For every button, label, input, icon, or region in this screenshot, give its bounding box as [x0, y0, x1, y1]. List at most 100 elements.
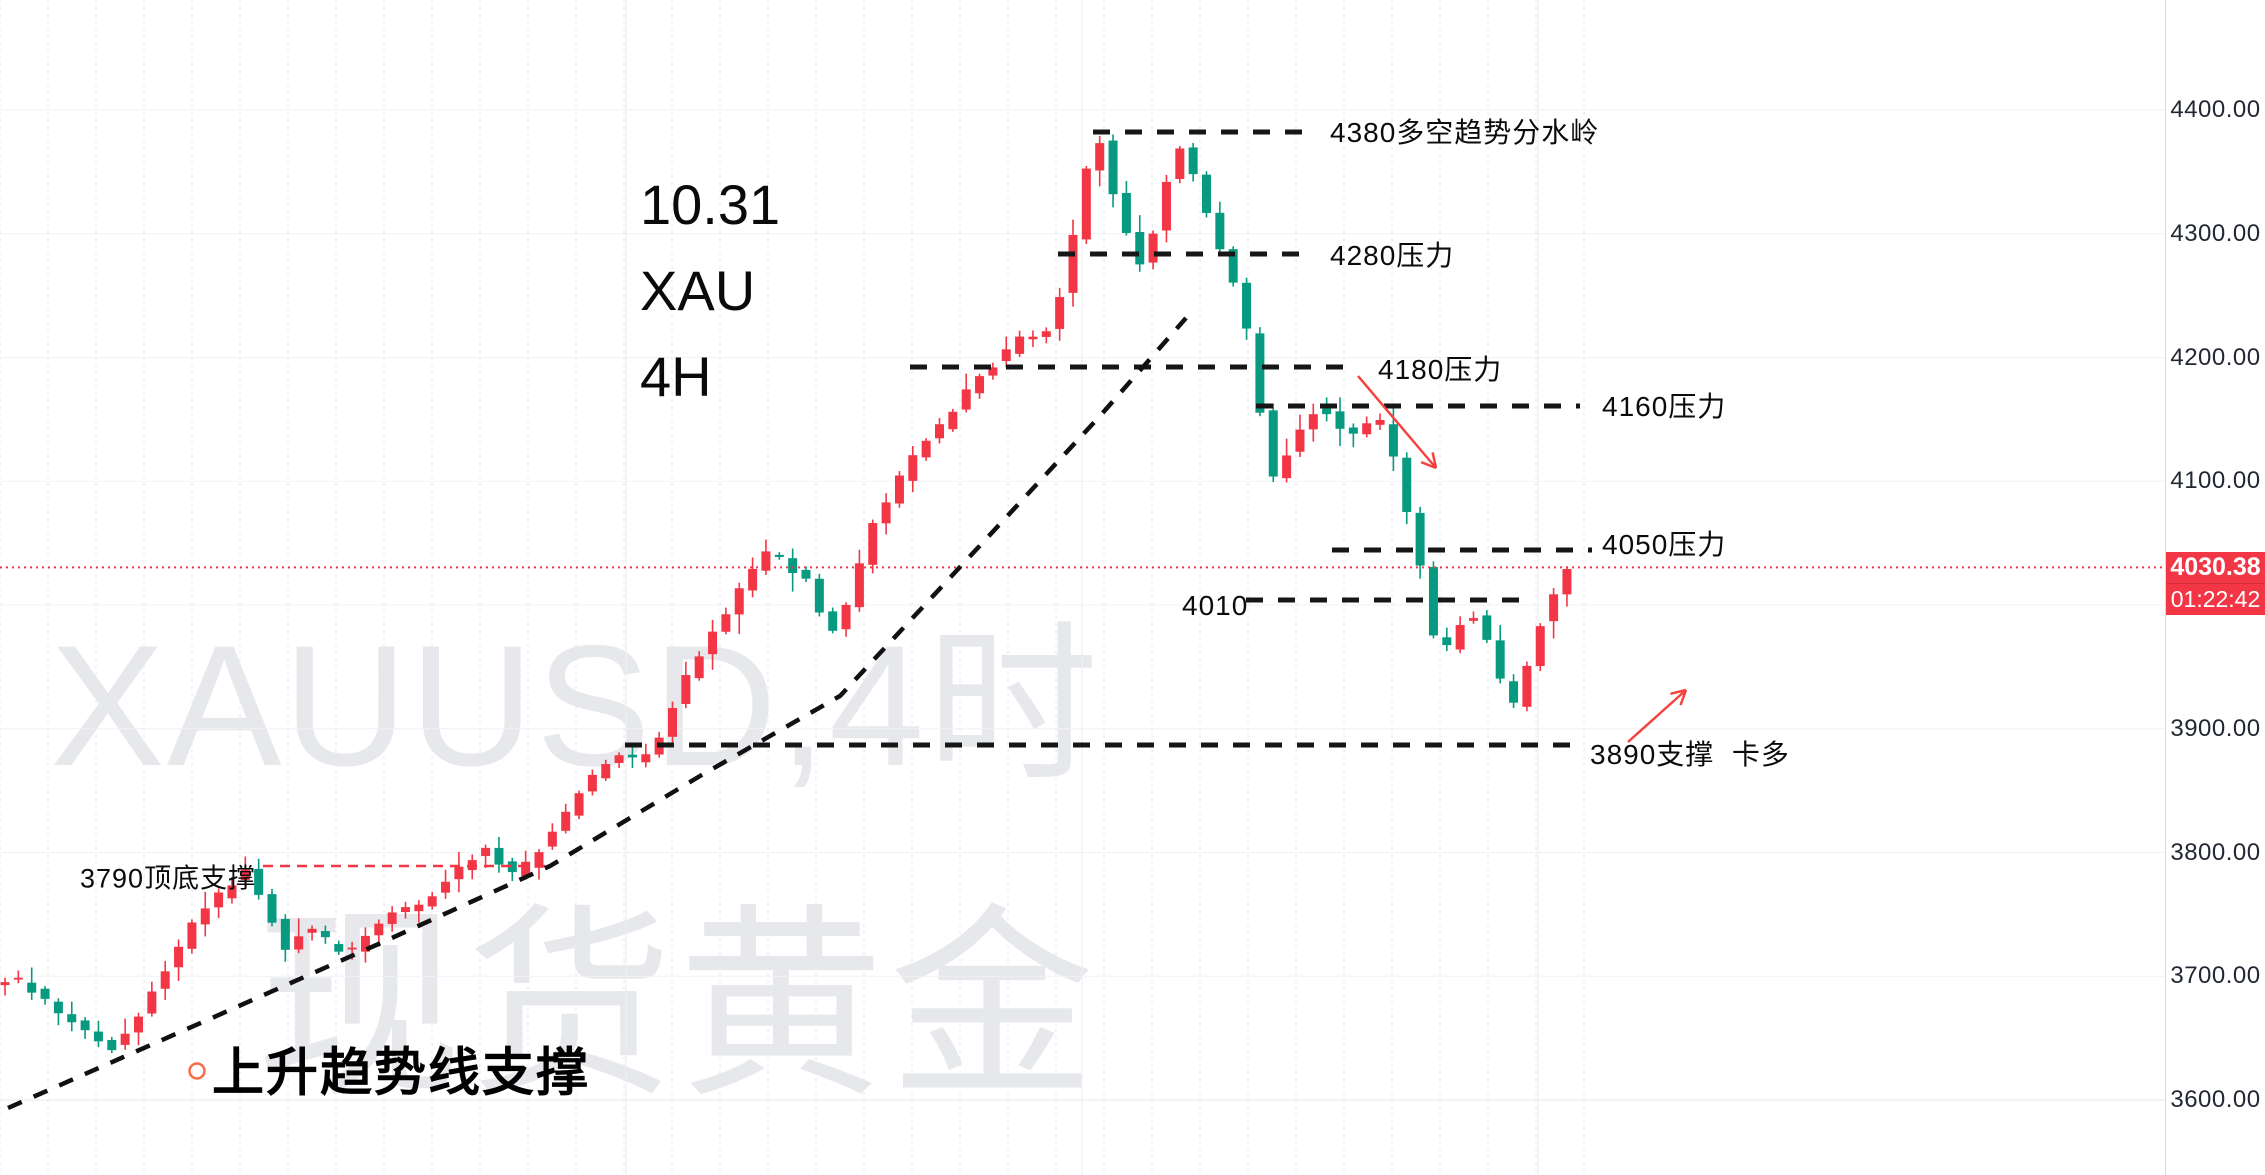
price-tick-4400: 4400.00 — [2170, 96, 2261, 123]
candle-body — [828, 611, 838, 631]
candle-body — [1322, 408, 1332, 415]
candle-body — [1242, 282, 1252, 329]
candle-body — [227, 885, 237, 899]
candle-body — [614, 755, 624, 763]
arrow-head-1 — [1670, 688, 1687, 696]
candle-body — [561, 811, 571, 831]
arrow-head-0 — [1431, 452, 1438, 469]
bar-countdown: 01:22:42 — [2166, 582, 2265, 615]
candle-body — [441, 881, 451, 893]
price-tick-3900: 3900.00 — [2170, 714, 2261, 742]
candle-body — [1175, 148, 1185, 179]
candle-body — [254, 868, 264, 895]
level-label-3890[interactable]: 3890支撑 卡多 — [1590, 739, 1790, 770]
candle-body — [67, 1014, 77, 1023]
candle-body — [1442, 637, 1452, 646]
candle-body — [1108, 140, 1118, 195]
candle-body — [134, 1016, 143, 1033]
candle-body — [1308, 414, 1318, 430]
candle-body — [107, 1040, 117, 1051]
candle-body — [1415, 512, 1425, 566]
candle-body — [761, 551, 771, 571]
level-label-4380[interactable]: 4380多空趋势分水岭 — [1330, 117, 1600, 148]
candle-body — [1388, 424, 1398, 457]
candle-body — [1335, 411, 1345, 429]
watermark-brand: 现货黄金 — [256, 891, 1101, 1121]
candle-body — [320, 931, 330, 938]
candle-body — [1268, 410, 1278, 477]
candle-body — [1535, 626, 1545, 667]
arrow-head-1 — [1679, 689, 1688, 706]
arrow-shaft-1[interactable] — [1627, 689, 1687, 743]
price-tick-4200: 4200.00 — [2170, 343, 2261, 371]
candle-body — [534, 852, 544, 868]
candle-body — [507, 861, 517, 873]
price-tick-4300: 4300.00 — [2170, 219, 2261, 247]
candle-body — [1348, 427, 1358, 434]
candle-body — [547, 831, 557, 847]
candle-body — [1428, 566, 1438, 636]
annotation-title-block[interactable]: 10.31 XAU 4H — [640, 162, 780, 420]
annotation-timeframe[interactable]: 4H — [640, 345, 712, 408]
candle-body — [1228, 249, 1238, 283]
candle-body — [694, 656, 704, 679]
candle-body — [1148, 233, 1158, 263]
candle-body — [1455, 625, 1465, 650]
price-tick-3800: 3800.00 — [2170, 838, 2261, 866]
candle-body — [1362, 423, 1372, 435]
candle-body — [921, 440, 931, 458]
level-label-3790[interactable]: 3790顶底支撑 — [80, 863, 257, 894]
candle-body — [1562, 569, 1572, 595]
last-price-value: 4030.38 — [2170, 552, 2261, 581]
candle-body — [147, 991, 157, 1014]
candle-body — [774, 554, 784, 557]
price-tick-4100: 4100.00 — [2170, 467, 2261, 495]
candle-body — [187, 922, 197, 949]
level-label-4050[interactable]: 4050压力 — [1602, 529, 1727, 560]
candle-body — [908, 455, 918, 481]
candle-body — [627, 754, 637, 758]
watermark-symbol: XAUUSD,4时 — [50, 610, 1101, 802]
candle-body — [748, 568, 758, 591]
candle-body — [414, 904, 424, 912]
candle-body — [734, 588, 744, 615]
candle-body — [27, 982, 37, 993]
price-axis[interactable]: 4400.00 4300.00 4200.00 4100.00 3900.00 3800.… — [2165, 0, 2265, 1175]
candle-body — [1001, 349, 1011, 362]
candle-body — [387, 912, 397, 924]
candle-body — [894, 475, 904, 504]
level-label-4160[interactable]: 4160压力 — [1602, 391, 1727, 422]
candle-body — [347, 947, 357, 950]
candle-body — [40, 988, 50, 999]
level-label-4180[interactable]: 4180压力 — [1378, 354, 1503, 385]
candle-body — [1482, 615, 1492, 640]
annotation-date[interactable]: 10.31 — [640, 173, 781, 236]
candle-body — [1509, 681, 1519, 703]
candle-body — [13, 977, 23, 980]
price-tick-3700: 3700.00 — [2170, 962, 2261, 990]
candle-body — [1282, 455, 1292, 479]
candle-body — [0, 982, 10, 986]
candle-body — [881, 502, 891, 524]
candle-body — [294, 936, 304, 950]
arrow-shaft-0[interactable] — [1357, 375, 1437, 469]
candle-body — [53, 1001, 63, 1014]
candle-body — [1549, 594, 1559, 622]
annotation-trendline-label[interactable]: 上升趋势线支撑 — [212, 1044, 591, 1103]
annotation-symbol[interactable]: XAU — [640, 259, 756, 322]
candle-body — [1135, 232, 1145, 265]
candle-body — [200, 908, 210, 925]
candle-body — [1095, 143, 1105, 171]
candle-body — [1015, 336, 1025, 354]
candle-body — [93, 1031, 103, 1042]
candle-body — [427, 896, 437, 907]
level-label-4280[interactable]: 4280压力 — [1330, 240, 1455, 271]
candle-body — [1215, 212, 1225, 250]
trendline-support[interactable] — [7, 316, 1188, 1111]
level-label-4010[interactable]: 4010 — [1182, 590, 1249, 621]
candle-body — [801, 569, 811, 579]
candle-body — [1121, 192, 1131, 233]
note-circle-marker[interactable] — [188, 1062, 206, 1080]
